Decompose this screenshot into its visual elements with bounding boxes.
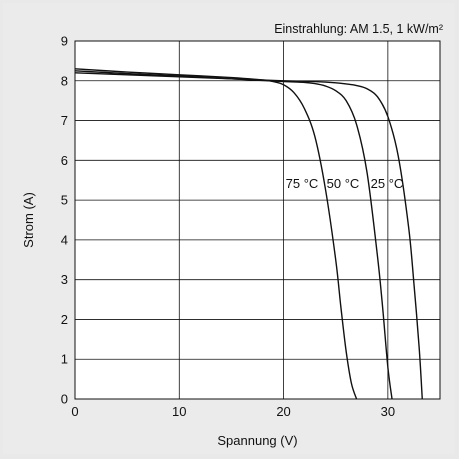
x-tick-label: 30 <box>381 404 395 419</box>
chart-figure: 0 1 2 3 4 5 6 7 8 9 0 10 20 30 Einstrahlung: AM 1.5, … <box>3 3 454 454</box>
y-tick-label: 5 <box>61 193 68 208</box>
label-75c: 75 °C <box>286 176 319 191</box>
x-tick-label: 10 <box>172 404 186 419</box>
y-tick-label: 8 <box>61 73 68 88</box>
y-tick-label: 6 <box>61 153 68 168</box>
plot-background <box>75 41 440 399</box>
y-tick-label: 2 <box>61 312 68 327</box>
iv-chart: 0 1 2 3 4 5 6 7 8 9 0 10 20 30 Einstrahlung: AM 1.5, … <box>21 22 443 448</box>
y-tick-label: 7 <box>61 113 68 128</box>
x-axis-label: Spannung (V) <box>217 433 297 448</box>
x-tick-label: 20 <box>276 404 290 419</box>
y-tick-label: 4 <box>61 232 68 247</box>
y-tick-label: 0 <box>61 392 68 407</box>
x-tick-label: 0 <box>71 404 78 419</box>
y-tick-label: 3 <box>61 272 68 287</box>
y-axis-label: Strom (A) <box>21 192 36 248</box>
curve-50c <box>74 70 393 400</box>
label-50c: 50 °C <box>327 176 360 191</box>
y-tick-label: 1 <box>61 352 68 367</box>
y-tick-label: 9 <box>61 34 68 49</box>
label-25c: 25 °C <box>371 176 404 191</box>
curve-75c <box>74 68 358 400</box>
irradiance-note: Einstrahlung: AM 1.5, 1 kW/m² <box>274 22 443 36</box>
plot-frame <box>74 40 441 400</box>
